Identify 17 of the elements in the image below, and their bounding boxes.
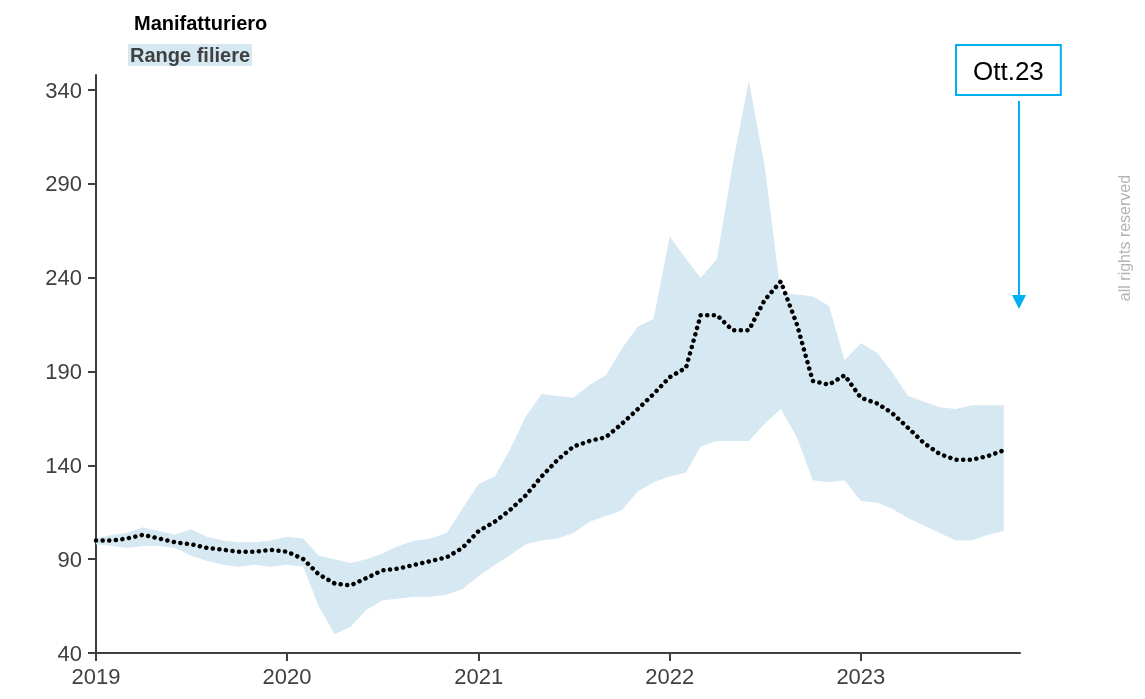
x-tick-label: 2019 [71, 663, 121, 689]
y-tick-label: 340 [45, 77, 82, 103]
x-tick-label: 2021 [454, 663, 504, 689]
y-tick-label: 140 [45, 452, 82, 478]
annotation: Ott.23 [973, 56, 1044, 86]
text: all rights reserved [1115, 174, 1133, 302]
text: Manifatturiero [134, 12, 268, 34]
y-tick-label: 190 [45, 359, 82, 385]
y-tick-label: 240 [45, 265, 82, 291]
text: Range filiere [130, 44, 251, 66]
x-tick-label: 2020 [262, 663, 312, 689]
x-tick-label: 2022 [645, 663, 695, 689]
y-tick-label: 290 [45, 171, 82, 197]
y-tick-label: 40 [57, 640, 82, 666]
line-series [93, 279, 1007, 588]
y-tick-label: 90 [57, 546, 82, 572]
x-tick-label: 2023 [836, 663, 886, 689]
